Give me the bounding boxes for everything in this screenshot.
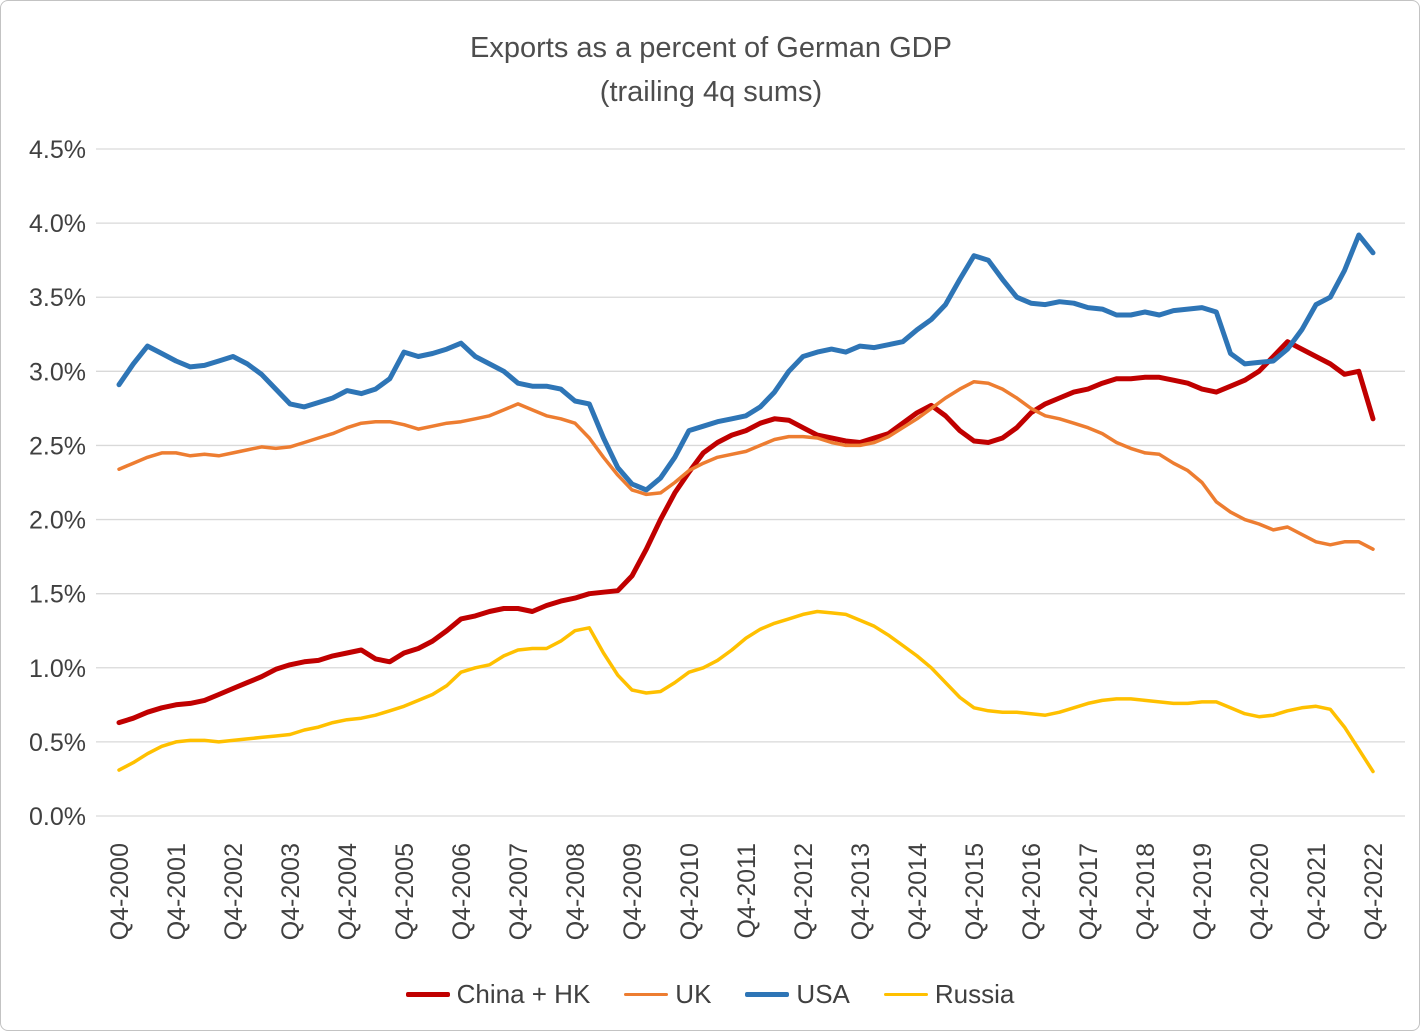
- legend-item-china-hk: China + HK: [405, 979, 591, 1010]
- x-tick-label: Q4-2011: [733, 843, 761, 938]
- legend-label: UK: [675, 979, 712, 1009]
- legend-swatch: [624, 992, 669, 997]
- x-tick-label: Q4-2018: [1132, 843, 1160, 940]
- x-tick-label: Q4-2020: [1246, 843, 1274, 940]
- y-tick-label: 2.0%: [29, 507, 86, 535]
- x-tick-label: Q4-2000: [106, 843, 134, 940]
- x-tick-label: Q4-2021: [1303, 843, 1331, 940]
- y-tick-label: 4.0%: [29, 210, 86, 238]
- y-tick-label: 0.0%: [29, 803, 86, 831]
- y-tick-label: 4.5%: [29, 136, 86, 164]
- x-tick-label: Q4-2004: [334, 843, 362, 940]
- legend-swatch: [883, 992, 928, 997]
- x-tick-label: Q4-2002: [220, 843, 248, 940]
- series-line-russia: [117, 609, 1375, 774]
- x-tick-label: Q4-2015: [961, 843, 989, 940]
- x-tick-label: Q4-2019: [1189, 843, 1217, 940]
- series-lines: [116, 232, 1376, 774]
- x-tick-label: Q4-2005: [391, 843, 419, 940]
- y-tick-label: 3.0%: [29, 358, 86, 386]
- gridlines: [96, 148, 1405, 817]
- x-tick-label: Q4-2012: [790, 843, 818, 940]
- x-tick-label: Q4-2009: [619, 843, 647, 940]
- chart-subtitle: (trailing 4q sums): [600, 76, 822, 108]
- x-tick-label: Q4-2014: [904, 843, 932, 940]
- y-tick-label: 3.5%: [29, 284, 86, 312]
- legend-item-russia: Russia: [883, 979, 1015, 1010]
- legend-item-uk: UK: [624, 979, 711, 1010]
- series-line-usa: [116, 232, 1376, 493]
- x-tick-label: Q4-2001: [163, 843, 191, 940]
- series-line-china-hk: [116, 339, 1376, 726]
- x-tick-label: Q4-2016: [1018, 843, 1046, 940]
- y-tick-label: 1.0%: [29, 655, 86, 683]
- legend-item-usa: USA: [745, 979, 850, 1010]
- legend-swatch: [745, 992, 790, 997]
- legend-label: Russia: [934, 979, 1015, 1009]
- x-tick-label: Q4-2008: [562, 843, 590, 940]
- legend: China + HK UK USA Russia: [1, 979, 1419, 1010]
- legend-label: China + HK: [456, 979, 591, 1009]
- x-tick-label: Q4-2007: [505, 843, 533, 940]
- x-tick-label: Q4-2017: [1075, 843, 1103, 940]
- x-tick-label: Q4-2006: [448, 843, 476, 940]
- chart-title: Exports as a percent of German GDP: [470, 32, 952, 64]
- x-axis-labels: Q4-2000 Q4-2001 Q4-2002 Q4-2003 Q4-2004 Q4-20…: [106, 843, 1388, 940]
- series-line-uk: [117, 379, 1375, 551]
- y-tick-label: 2.5%: [29, 432, 86, 460]
- y-tick-label: 1.5%: [29, 581, 86, 609]
- x-tick-label: Q4-2022: [1360, 843, 1388, 940]
- x-tick-label: Q4-2013: [847, 843, 875, 940]
- y-axis-labels: 0.0% 0.5% 1.0% 1.5% 2.0% 2.5% 3.0% 3.5% 4.0% 4.5%: [29, 136, 86, 831]
- legend-swatch: [405, 992, 450, 997]
- y-tick-label: 0.5%: [29, 729, 86, 757]
- legend-label: USA: [796, 979, 850, 1009]
- x-tick-label: Q4-2003: [277, 843, 305, 940]
- x-tick-label: Q4-2010: [676, 843, 704, 940]
